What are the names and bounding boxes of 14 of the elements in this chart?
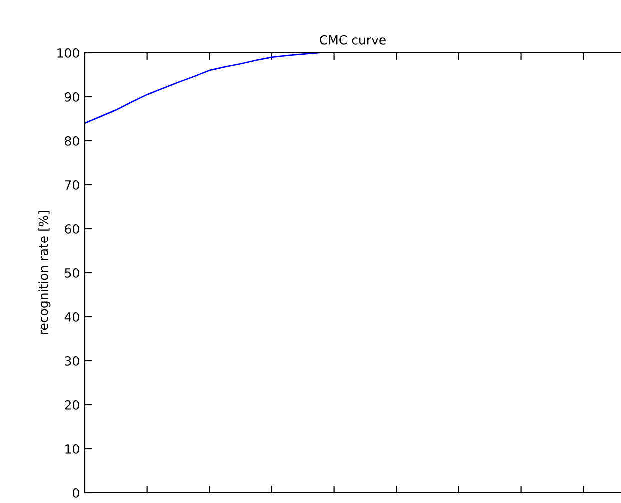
y-tick-label: 20 — [65, 400, 80, 410]
y-tick-label: 30 — [65, 356, 80, 366]
y-tick-label: 100 — [58, 48, 80, 58]
chart-title: CMC curve — [320, 35, 386, 45]
y-tick-label: 60 — [65, 224, 80, 234]
y-tick-label: 40 — [64, 312, 80, 322]
y-tick-label: 0 — [73, 488, 80, 498]
y-tick-label: 90 — [65, 92, 80, 102]
y-axis-title: recognition rate [%] — [38, 211, 51, 335]
y-tick-label: 70 — [65, 180, 80, 190]
y-tick-label: 10 — [66, 444, 80, 454]
line-series — [85, 53, 320, 124]
y-tick-label: 80 — [65, 136, 80, 146]
y-tick-label: 50 — [65, 268, 80, 278]
